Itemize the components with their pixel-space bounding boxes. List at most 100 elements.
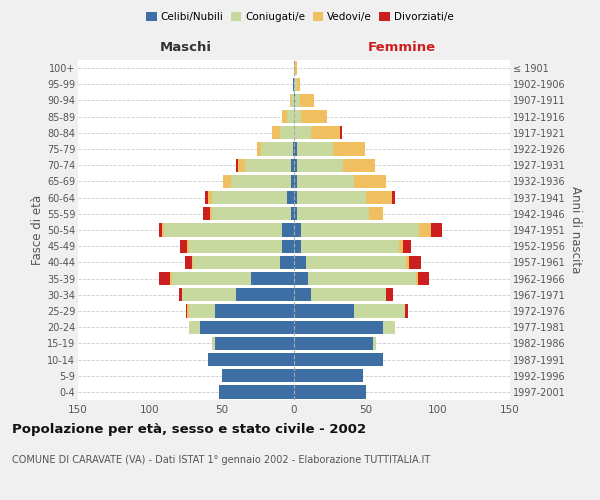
Bar <box>203 207 211 220</box>
Bar <box>294 142 297 156</box>
Bar <box>418 272 430 285</box>
Bar <box>431 224 442 236</box>
Bar <box>208 191 212 204</box>
Bar <box>283 110 287 124</box>
Bar <box>294 110 301 124</box>
Bar <box>215 336 294 350</box>
Bar <box>301 224 419 236</box>
Bar <box>212 336 215 350</box>
Text: Maschi: Maschi <box>160 40 212 54</box>
Bar <box>158 272 170 285</box>
Bar <box>355 175 386 188</box>
Bar <box>300 94 314 107</box>
Bar <box>294 224 301 236</box>
Bar <box>161 224 164 236</box>
Bar <box>219 386 294 398</box>
Bar <box>158 224 161 236</box>
Legend: Celibi/Nubili, Coniugati/e, Vedovi/e, Divorziati/e: Celibi/Nubili, Coniugati/e, Vedovi/e, Di… <box>142 8 458 26</box>
Text: Popolazione per età, sesso e stato civile - 2002: Popolazione per età, sesso e stato civil… <box>12 422 366 436</box>
Bar <box>297 191 366 204</box>
Bar <box>294 256 305 269</box>
Bar <box>291 158 294 172</box>
Y-axis label: Fasce di età: Fasce di età <box>31 195 44 265</box>
Bar <box>230 175 291 188</box>
Bar <box>193 256 280 269</box>
Bar <box>416 272 418 285</box>
Text: Femmine: Femmine <box>368 40 436 54</box>
Bar <box>291 94 294 107</box>
Bar <box>261 142 293 156</box>
Bar <box>236 158 238 172</box>
Bar <box>294 304 355 318</box>
Bar <box>295 94 300 107</box>
Y-axis label: Anni di nascita: Anni di nascita <box>569 186 583 274</box>
Bar <box>369 207 383 220</box>
Bar <box>293 142 294 156</box>
Bar <box>340 126 341 140</box>
Bar <box>192 256 193 269</box>
Bar <box>419 224 431 236</box>
Bar <box>301 110 327 124</box>
Bar <box>308 272 416 285</box>
Bar <box>366 191 392 204</box>
Bar <box>180 240 187 253</box>
Bar <box>189 304 215 318</box>
Bar <box>405 304 408 318</box>
Bar <box>294 94 295 107</box>
Bar <box>343 158 374 172</box>
Bar <box>293 78 294 91</box>
Bar <box>294 158 297 172</box>
Bar <box>283 240 294 253</box>
Bar <box>236 288 294 302</box>
Bar <box>257 142 261 156</box>
Bar <box>294 126 311 140</box>
Bar <box>164 224 283 236</box>
Bar <box>294 78 297 91</box>
Bar <box>355 304 405 318</box>
Bar <box>189 320 200 334</box>
Bar <box>287 110 294 124</box>
Bar <box>311 288 386 302</box>
Bar <box>280 256 294 269</box>
Bar <box>200 320 294 334</box>
Bar <box>294 207 297 220</box>
Bar <box>283 224 294 236</box>
Bar <box>215 304 294 318</box>
Bar <box>294 386 366 398</box>
Bar <box>185 256 192 269</box>
Bar <box>297 158 343 172</box>
Bar <box>280 126 294 140</box>
Bar <box>403 240 410 253</box>
Bar <box>294 336 373 350</box>
Bar <box>294 191 297 204</box>
Bar <box>211 207 212 220</box>
Bar <box>297 142 333 156</box>
Bar <box>272 126 280 140</box>
Bar <box>386 288 394 302</box>
Bar <box>208 353 294 366</box>
Bar <box>311 126 340 140</box>
Bar <box>187 240 189 253</box>
Bar <box>333 142 365 156</box>
Bar <box>297 207 369 220</box>
Bar <box>245 158 291 172</box>
Bar <box>212 207 291 220</box>
Bar <box>294 288 311 302</box>
Bar <box>383 320 395 334</box>
Bar <box>290 94 291 107</box>
Bar <box>406 256 409 269</box>
Bar <box>172 272 251 285</box>
Bar <box>409 256 421 269</box>
Bar <box>294 272 308 285</box>
Bar <box>189 240 283 253</box>
Bar <box>294 175 297 188</box>
Bar <box>294 320 383 334</box>
Bar <box>294 353 383 366</box>
Bar <box>186 304 187 318</box>
Bar <box>294 369 363 382</box>
Text: COMUNE DI CARAVATE (VA) - Dati ISTAT 1° gennaio 2002 - Elaborazione TUTTITALIA.I: COMUNE DI CARAVATE (VA) - Dati ISTAT 1° … <box>12 455 430 465</box>
Bar <box>297 78 300 91</box>
Bar <box>291 207 294 220</box>
Bar <box>223 175 230 188</box>
Bar <box>399 240 403 253</box>
